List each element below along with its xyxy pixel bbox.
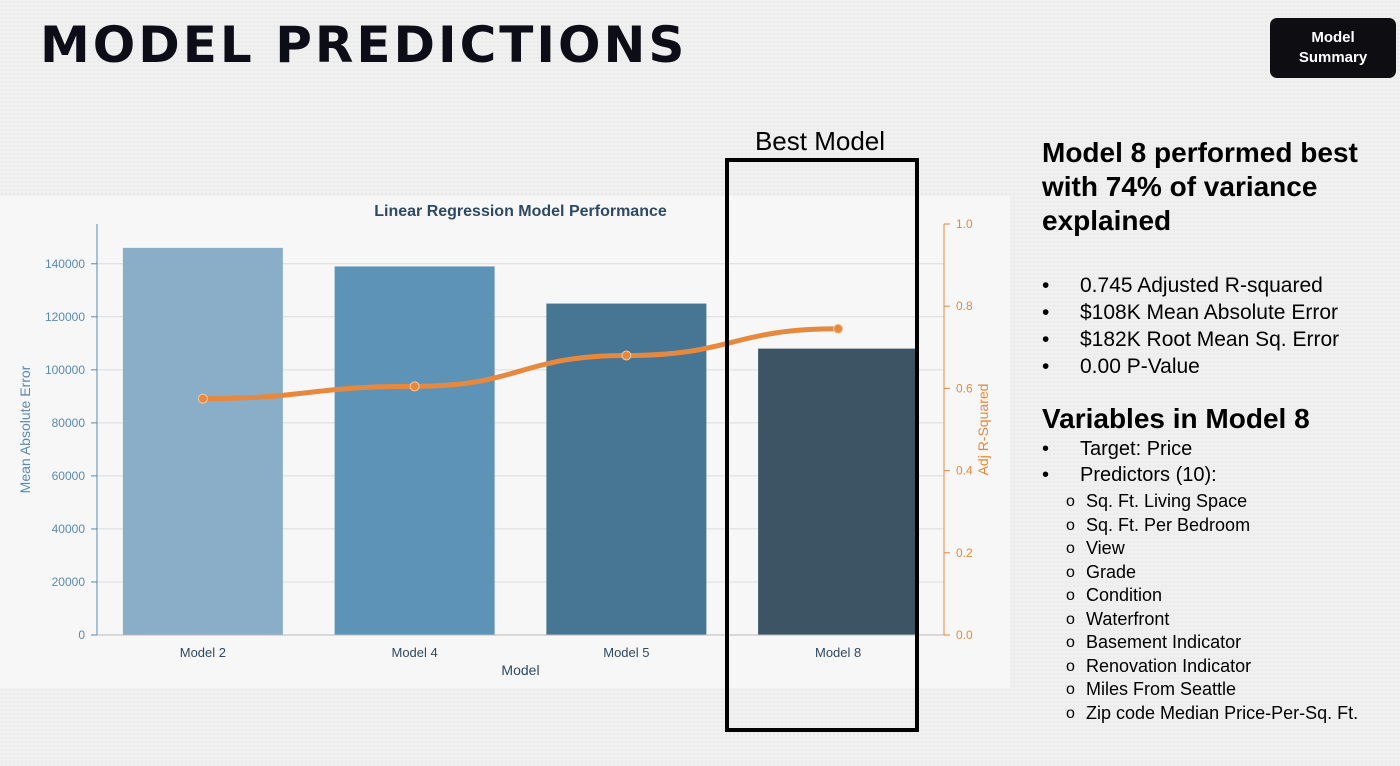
y2-axis-label: Adj R-Squared: [975, 384, 991, 476]
predictor-item: Renovation Indicator: [1042, 655, 1392, 679]
best-model-highlight-box: [725, 158, 919, 732]
y2-tick-label: 0.0: [956, 628, 973, 642]
predictor-item: Waterfront: [1042, 608, 1392, 632]
y2-tick-label: 1.0: [956, 217, 973, 231]
predictor-item: Zip code Median Price-Per-Sq. Ft.: [1042, 702, 1392, 726]
predictor-item: Miles From Seattle: [1042, 678, 1392, 702]
y2-tick-label: 0.4: [956, 464, 973, 478]
r-squared-point: [409, 381, 420, 392]
predictor-item: Sq. Ft. Per Bedroom: [1042, 514, 1392, 538]
y-tick-label: 60000: [52, 469, 86, 483]
predictor-item: Sq. Ft. Living Space: [1042, 490, 1392, 514]
predictor-item: Grade: [1042, 561, 1392, 585]
y-tick-label: 120000: [45, 310, 85, 324]
predictor-item: Condition: [1042, 584, 1392, 608]
predictor-item: Basement Indicator: [1042, 631, 1392, 655]
x-axis-label: Model: [501, 662, 539, 678]
y-tick-label: 0: [78, 628, 85, 642]
metric-item: $108K Mean Absolute Error: [1042, 299, 1392, 326]
metric-item: 0.745 Adjusted R-squared: [1042, 272, 1392, 299]
predictor-item: View: [1042, 537, 1392, 561]
variables-list: Target: Price Predictors (10):: [1042, 436, 1392, 488]
y2-tick-label: 0.2: [956, 546, 973, 560]
model-summary-button[interactable]: Model Summary: [1270, 18, 1396, 78]
y-tick-label: 140000: [45, 257, 85, 271]
predictors-list: Sq. Ft. Living Space Sq. Ft. Per Bedroom…: [1042, 490, 1392, 725]
chart-panel: Linear Regression Model Performance 0 2000…: [0, 196, 1010, 688]
summary-panel: Model 8 performed best with 74% of varia…: [1042, 136, 1392, 725]
r-squared-point: [621, 350, 632, 361]
y-tick-label: 20000: [52, 575, 86, 589]
x-tick-label: Model 8: [815, 645, 861, 660]
r-squared-point: [197, 393, 208, 404]
metric-item: $182K Root Mean Sq. Error: [1042, 326, 1392, 353]
r-squared-point: [833, 323, 844, 334]
y2-tick-label: 0.8: [956, 299, 973, 313]
chart-title: Linear Regression Model Performance: [374, 203, 667, 220]
summary-headline: Model 8 performed best with 74% of varia…: [1042, 137, 1358, 236]
x-tick-label: Model 2: [180, 645, 226, 660]
y-tick-label: 40000: [52, 522, 86, 536]
y2-tick-label: 0.6: [956, 381, 973, 395]
bar: [334, 266, 495, 635]
metric-item: 0.00 P-Value: [1042, 353, 1392, 380]
performance-chart: Linear Regression Model Performance 0 2000…: [17, 203, 991, 678]
bar: [122, 247, 283, 636]
metrics-list: 0.745 Adjusted R-squared $108K Mean Abso…: [1042, 272, 1392, 380]
target-item: Target: Price: [1042, 436, 1392, 462]
page-title: MODEL PREDICTIONS: [40, 16, 688, 74]
variables-heading: Variables in Model 8: [1042, 403, 1310, 434]
bar: [758, 348, 919, 635]
y-tick-label: 100000: [45, 363, 85, 377]
predictors-item: Predictors (10):: [1042, 462, 1392, 488]
x-tick-label: Model 4: [392, 645, 438, 660]
y-axis-label: Mean Absolute Error: [17, 365, 33, 493]
r-squared-line: [200, 326, 841, 402]
predictors-label: Predictors (10):: [1080, 464, 1217, 486]
x-tick-label: Model 5: [603, 645, 649, 660]
best-model-label: Best Model: [754, 126, 886, 156]
y-tick-label: 80000: [52, 416, 86, 430]
